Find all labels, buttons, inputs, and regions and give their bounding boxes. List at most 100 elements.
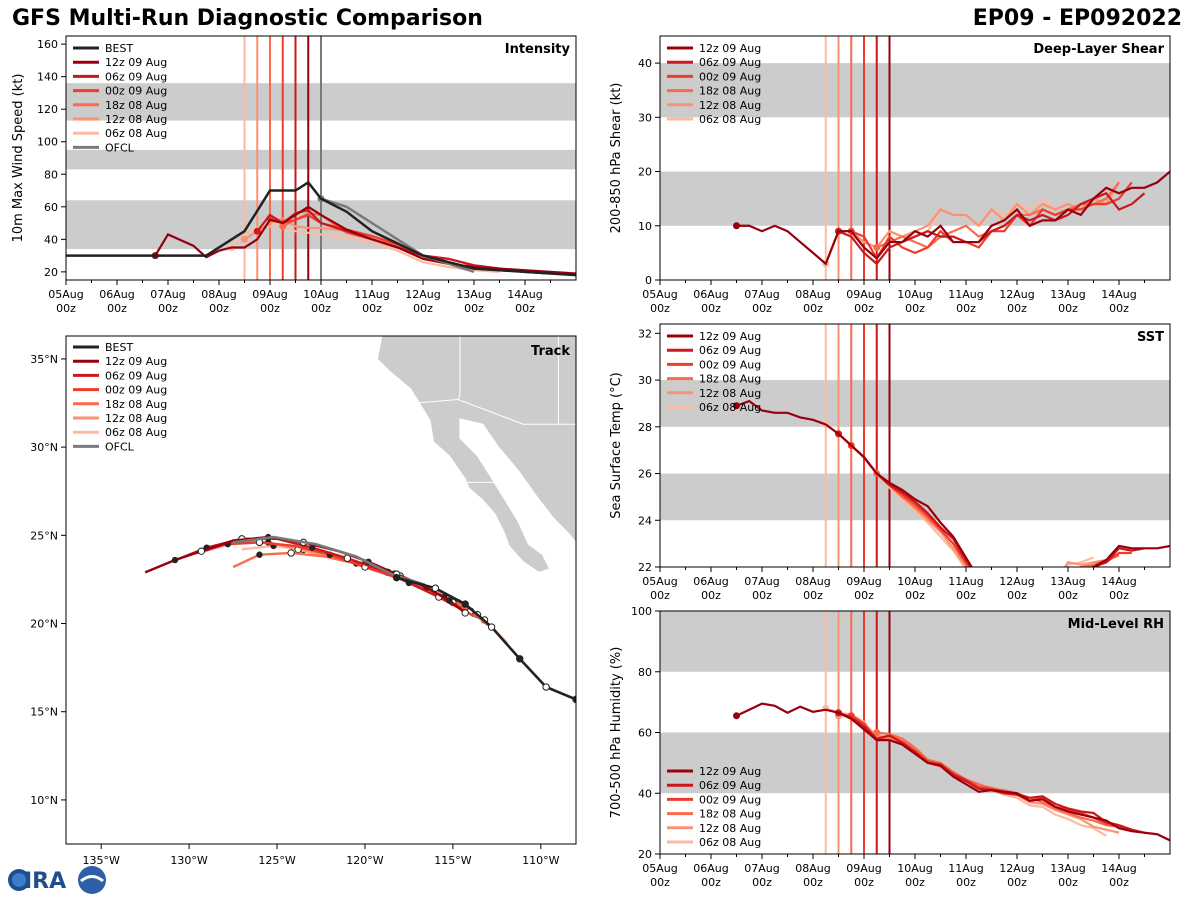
x-tick-label-hour: 00z <box>752 589 772 602</box>
panel-title: Mid-Level RH <box>1068 617 1164 632</box>
x-tick-label-hour: 00z <box>956 589 976 602</box>
svg-text:IRA: IRA <box>24 869 66 894</box>
x-tick-label-hour: 00z <box>209 302 229 315</box>
y-tick-label: 20 <box>638 848 652 861</box>
y-tick-label: 28 <box>638 421 652 434</box>
legend-label: 06z 08 Aug <box>699 836 761 849</box>
cira-logo: IRA <box>8 866 106 894</box>
x-tick-label-hour: 00z <box>413 302 433 315</box>
lon-tick-label: 115°W <box>434 854 471 867</box>
x-tick-label-hour: 00z <box>1109 589 1129 602</box>
state-border <box>457 336 461 400</box>
legend-label: 06z 08 Aug <box>105 426 167 439</box>
x-tick-label-hour: 00z <box>854 302 874 315</box>
lon-tick-label: 110°W <box>522 854 559 867</box>
x-tick-label-hour: 00z <box>752 876 772 889</box>
legend-label: OFCL <box>105 141 135 154</box>
x-tick-label-hour: 00z <box>1058 589 1078 602</box>
run-track-point-open <box>197 547 206 555</box>
x-tick-label: 10Aug <box>897 288 932 301</box>
run-line <box>850 444 1132 567</box>
x-tick-label: 11Aug <box>948 575 983 588</box>
intensity-chart: 2040608010012014016005Aug00z06Aug00z07Au… <box>11 35 577 315</box>
run-line <box>736 702 1170 842</box>
x-tick-label-hour: 00z <box>905 589 925 602</box>
x-tick-label: 06Aug <box>99 288 134 301</box>
storm-id-title: EP09 - EP092022 <box>972 6 1182 31</box>
legend-label: 12z 09 Aug <box>699 330 761 343</box>
run-line <box>736 170 1170 266</box>
x-tick-label-hour: 00z <box>752 302 772 315</box>
legend-label: 12z 09 Aug <box>699 42 761 55</box>
x-tick-label: 13Aug <box>456 288 491 301</box>
run-track-point-open <box>287 549 295 557</box>
legend-label: BEST <box>105 341 133 354</box>
legend-label: 18z 08 Aug <box>699 85 761 98</box>
agency-seal-icon <box>78 866 106 894</box>
shear-chart: 01020304005Aug00z06Aug00z07Aug00z08Aug00… <box>609 35 1171 315</box>
legend-label: 06z 09 Aug <box>699 779 761 792</box>
x-tick-label: 10Aug <box>897 575 932 588</box>
x-tick-label-hour: 00z <box>701 876 721 889</box>
y-tick-label: 120 <box>37 103 58 116</box>
panel-title: SST <box>1137 330 1164 345</box>
run-track-point <box>171 556 179 564</box>
lat-tick-label: 35°N <box>30 353 58 366</box>
x-tick-label: 05Aug <box>48 288 83 301</box>
x-tick-label: 05Aug <box>642 575 677 588</box>
x-tick-label-hour: 00z <box>956 302 976 315</box>
run-init-marker <box>733 402 740 410</box>
y-axis-label: 10m Max Wind Speed (kt) <box>11 74 26 243</box>
x-tick-label: 11Aug <box>354 288 389 301</box>
y-tick-label: 160 <box>37 38 58 51</box>
run-init-marker <box>873 243 881 251</box>
y-tick-label: 100 <box>37 136 58 149</box>
run-init-marker <box>733 712 740 720</box>
x-tick-label-hour: 00z <box>515 302 535 315</box>
lon-tick-label: 125°W <box>258 854 295 867</box>
x-tick-label-hour: 00z <box>701 302 721 315</box>
y-tick-label: 26 <box>638 468 652 481</box>
land-mass <box>376 336 576 573</box>
run-track-point <box>446 597 453 604</box>
y-tick-label: 40 <box>44 233 58 246</box>
x-tick-label: 07Aug <box>150 288 185 301</box>
x-tick-label: 09Aug <box>846 575 881 588</box>
y-tick-label: 100 <box>631 605 652 618</box>
x-tick-label-hour: 00z <box>107 302 127 315</box>
best-track-point <box>392 573 401 582</box>
plot-area <box>660 324 1170 567</box>
x-tick-label: 09Aug <box>846 862 881 875</box>
legend-label: 06z 09 Aug <box>105 369 167 382</box>
legend-label: 00z 09 Aug <box>105 384 167 397</box>
x-tick-label-hour: 00z <box>650 302 670 315</box>
y-tick-label: 30 <box>638 374 652 387</box>
run-line <box>154 205 576 275</box>
x-tick-label: 14Aug <box>1101 862 1136 875</box>
x-tick-label: 08Aug <box>795 575 830 588</box>
map-frame <box>65 335 577 845</box>
legend-label: 12z 08 Aug <box>105 113 167 126</box>
legend-label: 06z 09 Aug <box>699 344 761 357</box>
x-tick-label: 11Aug <box>948 862 983 875</box>
threshold-band <box>660 611 1170 672</box>
legend-label: 12z 08 Aug <box>699 822 761 835</box>
lon-tick-label: 135°W <box>82 854 119 867</box>
x-tick-label: 14Aug <box>507 288 542 301</box>
x-tick-label-hour: 00z <box>1007 302 1027 315</box>
run-init-marker <box>873 729 881 736</box>
x-tick-label: 05Aug <box>642 862 677 875</box>
x-tick-label: 12Aug <box>999 862 1034 875</box>
rh-chart: 2040608010005Aug00z06Aug00z07Aug00z08Aug… <box>609 605 1171 889</box>
x-tick-label: 10Aug <box>303 288 338 301</box>
legend-label: 12z 08 Aug <box>699 99 761 112</box>
x-tick-label: 08Aug <box>201 288 236 301</box>
x-tick-label-hour: 00z <box>803 302 823 315</box>
x-tick-label-hour: 00z <box>1058 876 1078 889</box>
lon-tick-label: 130°W <box>170 854 207 867</box>
country-border <box>415 398 576 425</box>
lon-tick-label: 120°W <box>346 854 383 867</box>
run-line <box>736 399 1170 567</box>
plot-area <box>66 36 576 280</box>
x-tick-label: 07Aug <box>744 575 779 588</box>
